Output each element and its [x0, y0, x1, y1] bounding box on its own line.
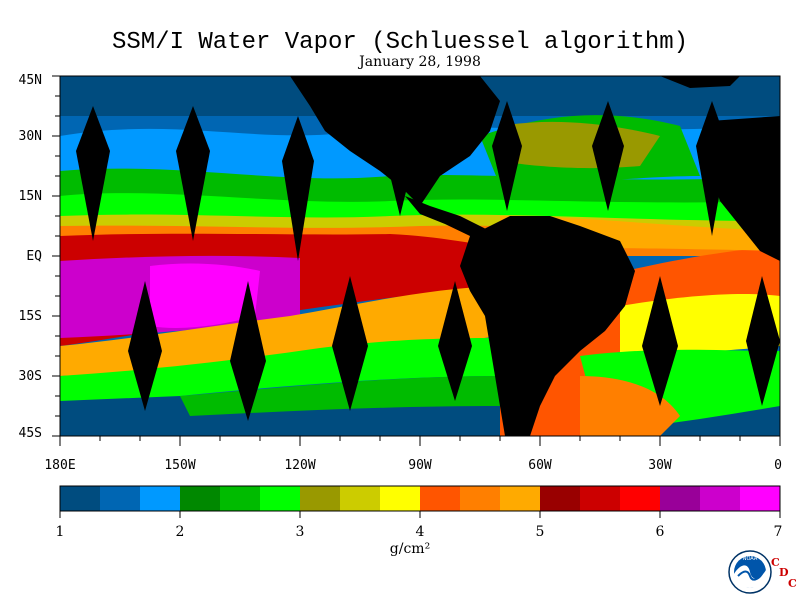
cdc-letter-c2: C	[788, 577, 797, 590]
lon-label-150w: 150W	[164, 458, 196, 473]
colorbar-swatch	[700, 486, 741, 511]
colorbar-swatch	[540, 486, 581, 511]
lon-label-180e: 180E	[44, 458, 76, 473]
colorbar-swatch	[380, 486, 421, 511]
colorbar-swatch	[580, 486, 621, 511]
lon-label-120w: 120W	[284, 458, 316, 473]
colorbar-swatch	[620, 486, 661, 511]
colorbar	[59, 485, 781, 512]
map-title: SSM/I Water Vapor (Schluessel algorithm)	[111, 29, 689, 56]
colorbar-tick-7: 7	[773, 524, 783, 540]
lon-label-90w: 90W	[408, 458, 432, 473]
colorbar-swatch	[60, 486, 101, 511]
colorbar-swatch	[220, 486, 261, 511]
colorbar-swatch	[260, 486, 301, 511]
colorbar-units: g/cm²	[389, 541, 431, 557]
map-date: January 28, 1998	[359, 54, 481, 70]
colorbar-swatch	[500, 486, 541, 511]
colorbar-tick-3: 3	[295, 524, 305, 540]
lat-label-45n: 45N	[18, 73, 42, 88]
lat-label-15s: 15S	[18, 309, 42, 324]
colorbar-swatch	[300, 486, 341, 511]
lat-label-45s: 45S	[18, 426, 42, 441]
colorbar-swatch	[460, 486, 501, 511]
lat-label-15n: 15N	[18, 189, 42, 204]
colorbar-tick-2: 2	[175, 524, 185, 540]
lon-label-0: 0	[774, 458, 782, 473]
colorbar-tick-4: 4	[415, 524, 425, 540]
colorbar-swatch	[740, 486, 781, 511]
colorbar-swatch	[340, 486, 381, 511]
colorbar-tick-5: 5	[535, 524, 545, 540]
cdc-letter-d: D	[779, 566, 789, 579]
colorbar-tick-6: 6	[655, 524, 665, 540]
lon-label-60w: 60W	[528, 458, 552, 473]
colorbar-swatch	[100, 486, 141, 511]
lat-label-30s: 30S	[18, 369, 42, 384]
noaa-logo: NOAA	[728, 550, 772, 594]
water-vapor-map	[60, 76, 780, 436]
colorbar-swatch	[140, 486, 181, 511]
lon-label-30w: 30W	[648, 458, 672, 473]
noaa-logo-text: NOAA	[743, 556, 758, 562]
lat-label-eq: EQ	[26, 249, 42, 264]
colorbar-swatch	[660, 486, 701, 511]
colorbar-swatch	[420, 486, 461, 511]
colorbar-swatch	[180, 486, 221, 511]
swath-gaps	[76, 101, 780, 421]
colorbar-tick-1: 1	[55, 524, 65, 540]
lat-label-30n: 30N	[18, 129, 42, 144]
cdc-letter-c1: C	[771, 556, 780, 569]
